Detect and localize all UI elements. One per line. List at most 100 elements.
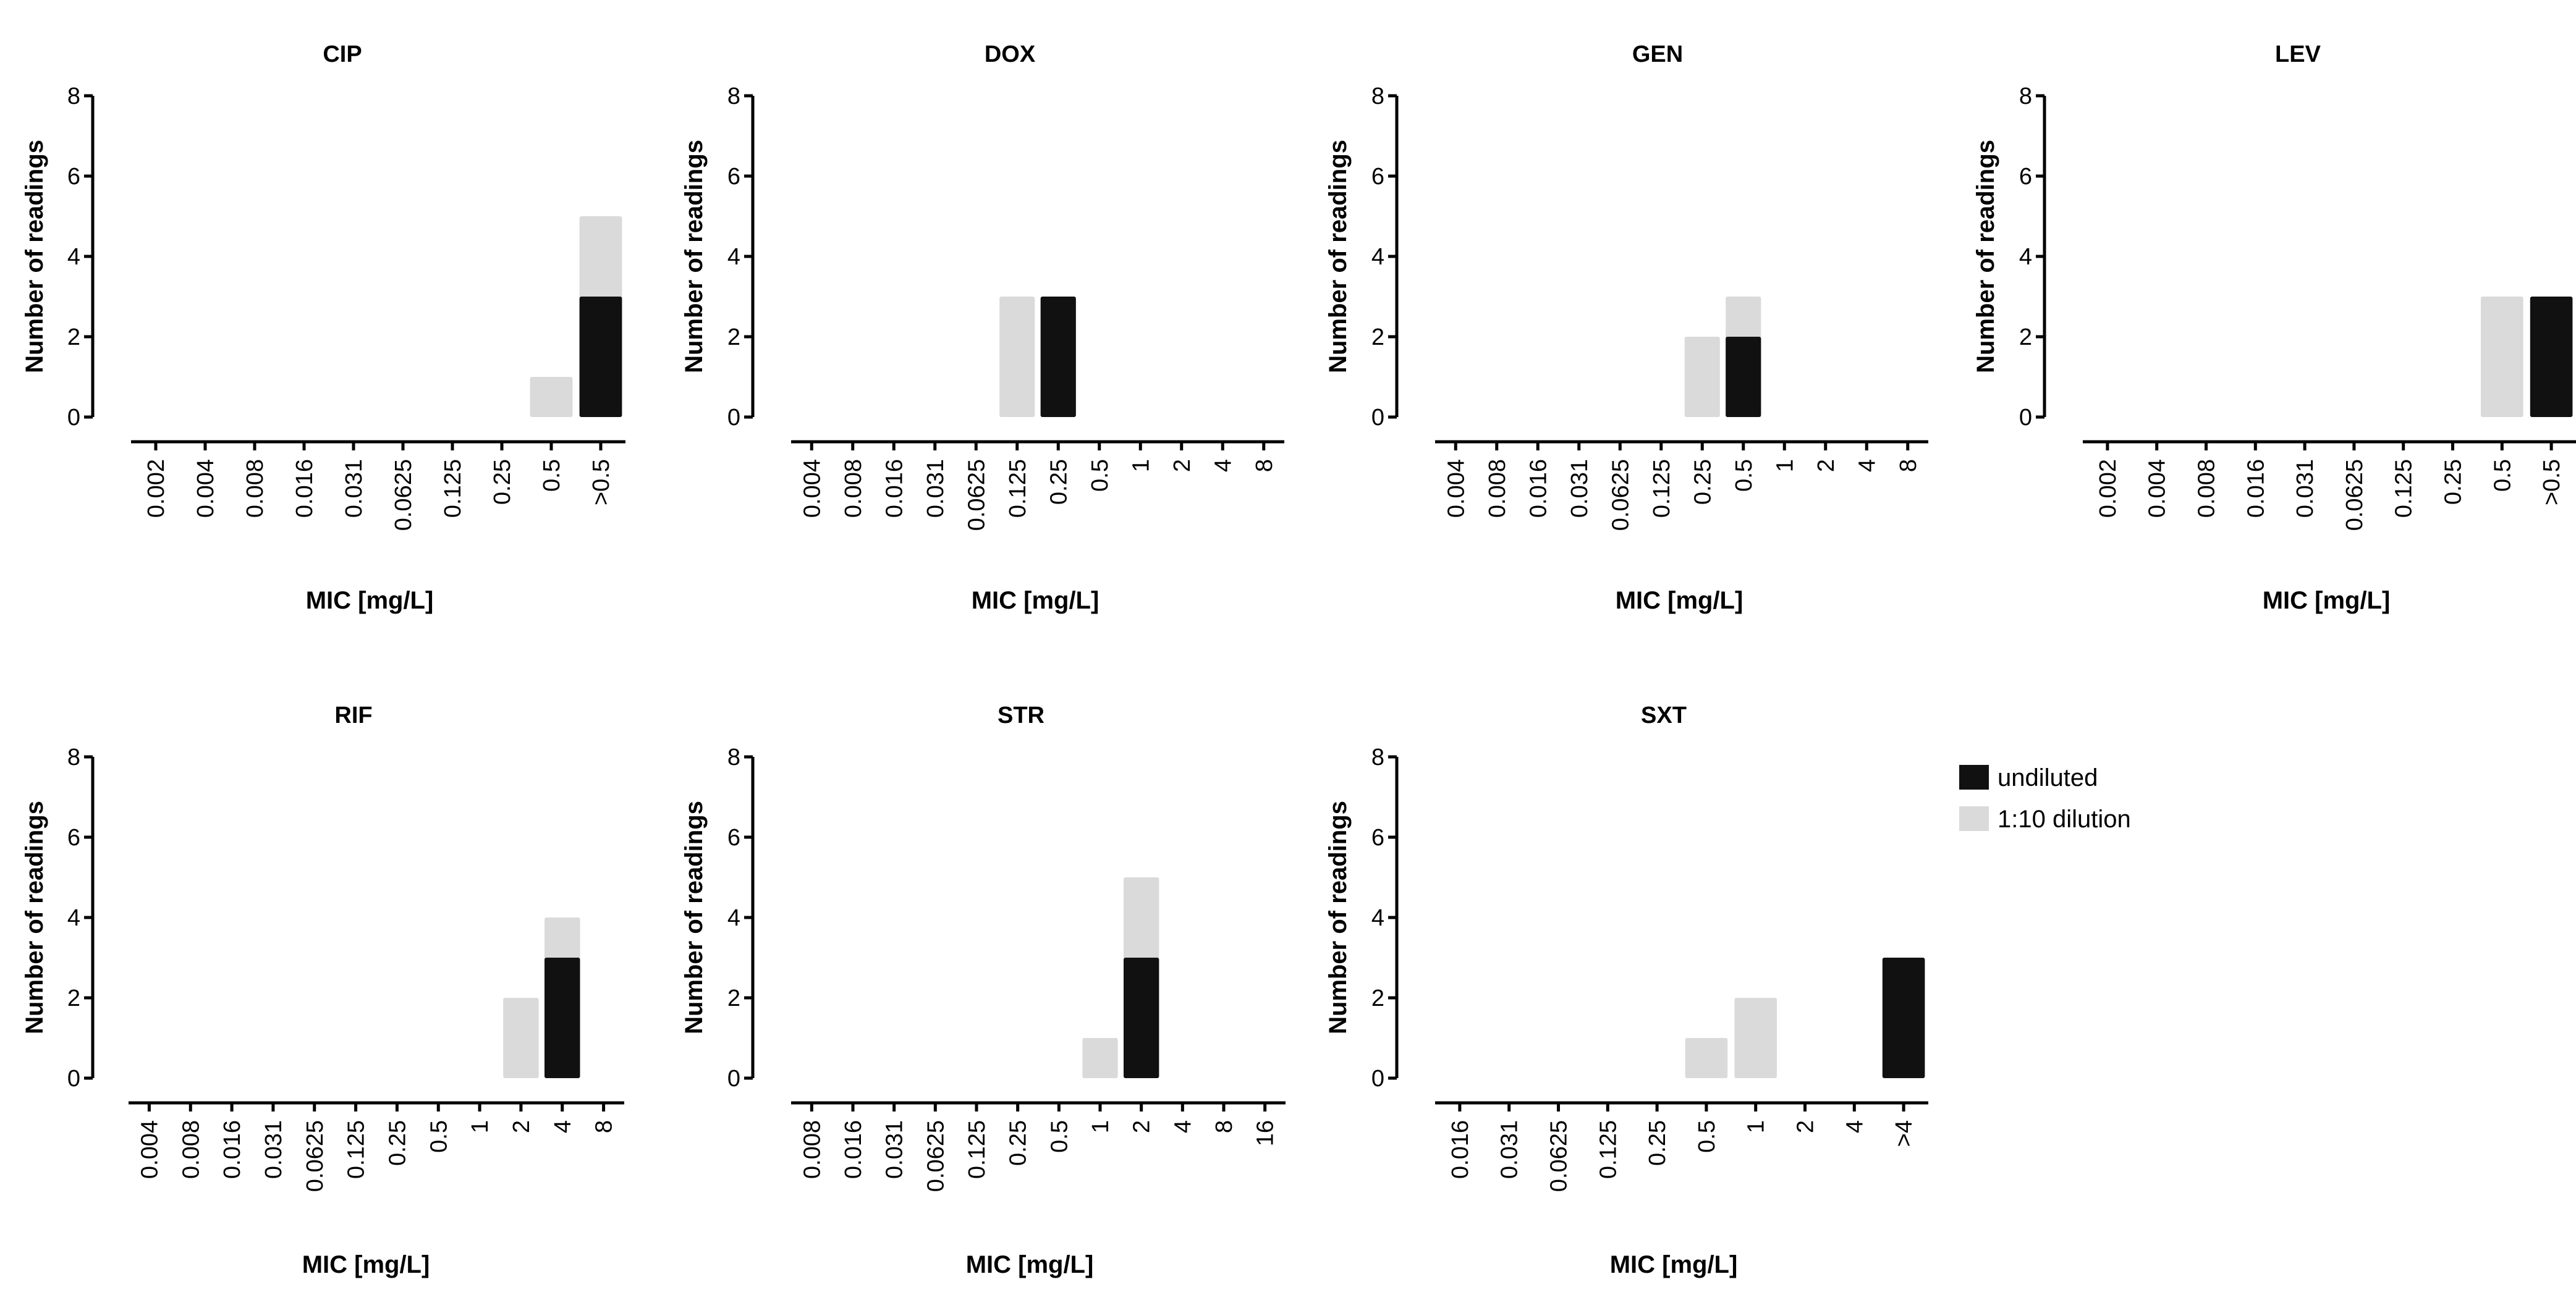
x-tick-label-rif: 0.125 xyxy=(344,1120,370,1179)
x-tick-label-dox: 4 xyxy=(1210,459,1236,472)
x-tick-label-dox: 1 xyxy=(1128,459,1154,472)
x-tick-label-rif: 1 xyxy=(467,1120,493,1133)
y-tick-label-lev: 0 xyxy=(2019,405,2032,431)
x-tick-label-gen: 0.008 xyxy=(1485,459,1510,518)
y-tick-label-sxt: 8 xyxy=(1371,745,1384,770)
y-tick-label-sxt: 0 xyxy=(1371,1066,1384,1092)
x-tick-label-gen: 0.25 xyxy=(1690,459,1716,505)
bar-undiluted-lev xyxy=(2530,297,2573,417)
legend: undiluted 1:10 dilution xyxy=(1959,764,2131,833)
y-tick-label-rif: 2 xyxy=(67,985,80,1011)
panel-dox: DOX 0 2 4 6 8 Number of readings 0.004 0.008 0.01… xyxy=(680,41,1284,614)
y-tick-label-lev: 6 xyxy=(2019,164,2032,190)
x-tick-label-dox: 0.125 xyxy=(1005,459,1031,518)
x-tick-label-dox: 0.008 xyxy=(841,459,866,518)
x-tick-label-lev: 0.016 xyxy=(2243,459,2269,518)
x-tick-label-gen: 0.0625 xyxy=(1608,459,1633,531)
x-axis-label-sxt: MIC [mg/L] xyxy=(1610,1251,1738,1278)
x-tick-label-dox: 0.031 xyxy=(923,459,949,518)
x-tick-label-lev: 0.008 xyxy=(2194,459,2220,518)
y-tick-label-rif: 4 xyxy=(67,905,80,931)
x-tick-label-gen: 0.004 xyxy=(1443,459,1469,518)
y-axis-label-cip: Number of readings xyxy=(21,140,48,373)
x-tick-label-gen: 2 xyxy=(1813,459,1839,472)
panel-title-sxt: SXT xyxy=(1641,702,1687,728)
y-tick-label-dox: 0 xyxy=(727,405,740,431)
panel-title-dox: DOX xyxy=(985,41,1036,67)
x-tick-label-cip: 0.002 xyxy=(143,459,169,518)
y-tick-label-cip: 2 xyxy=(67,324,80,350)
y-tick-label-gen: 2 xyxy=(1371,324,1384,350)
x-tick-label-lev: 0.002 xyxy=(2095,459,2121,518)
x-tick-label-sxt: 1 xyxy=(1743,1120,1769,1133)
x-tick-label-str: 0.031 xyxy=(882,1120,908,1179)
x-tick-label-rif: 0.008 xyxy=(178,1120,204,1179)
panel-rif: RIF 0 2 4 6 8 Number of readings 0.004 0.008 0.01… xyxy=(21,702,624,1278)
x-tick-label-cip: 0.25 xyxy=(489,459,515,505)
panel-title-cip: CIP xyxy=(323,41,362,67)
x-axis-label-cip: MIC [mg/L] xyxy=(306,587,434,614)
y-tick-label-cip: 0 xyxy=(67,405,80,431)
bar-dilution-rif xyxy=(503,998,539,1078)
bar-undiluted-gen xyxy=(1726,337,1761,417)
x-tick-label-str: 0.25 xyxy=(1006,1120,1032,1166)
x-tick-label-cip: 0.5 xyxy=(539,459,565,492)
bar-undiluted-dox xyxy=(1040,297,1076,417)
x-tick-label-str: 0.0625 xyxy=(923,1120,949,1192)
panel-sxt: SXT 0 2 4 6 8 Number of readings 0.016 0.031 0.06… xyxy=(1324,702,1928,1278)
x-tick-label-rif: 0.004 xyxy=(137,1120,163,1179)
y-tick-label-rif: 0 xyxy=(67,1066,80,1092)
x-tick-label-gen: 8 xyxy=(1896,459,1921,472)
panel-cip: CIP 0 2 4 6 8 Number of readings 0.002 0.004 0.00… xyxy=(21,41,625,614)
y-tick-label-gen: 0 xyxy=(1371,405,1384,431)
x-tick-label-rif: 0.031 xyxy=(261,1120,287,1179)
y-tick-label-str: 0 xyxy=(727,1066,740,1092)
y-tick-label-cip: 6 xyxy=(67,164,80,190)
x-tick-label-str: 0.008 xyxy=(799,1120,825,1179)
x-tick-label-rif: 2 xyxy=(509,1120,535,1133)
bar-dilution-lev xyxy=(2480,297,2523,417)
bar-undiluted-sxt xyxy=(1882,958,1925,1078)
x-axis-label-lev: MIC [mg/L] xyxy=(2263,587,2391,614)
y-axis-label-gen: Number of readings xyxy=(1324,140,1352,373)
x-tick-label-str: 2 xyxy=(1129,1120,1155,1133)
x-tick-label-lev: 0.004 xyxy=(2145,459,2171,518)
x-tick-label-rif: 4 xyxy=(550,1120,576,1133)
x-tick-label-gen: 4 xyxy=(1854,459,1880,472)
y-tick-label-sxt: 4 xyxy=(1371,905,1384,931)
y-tick-label-rif: 8 xyxy=(67,745,80,770)
x-tick-label-dox: 0.0625 xyxy=(964,459,989,531)
x-tick-label-dox: 0.004 xyxy=(799,459,825,518)
x-tick-label-dox: 0.016 xyxy=(881,459,907,518)
legend-swatch-undiluted xyxy=(1959,765,1989,790)
x-tick-label-dox: 8 xyxy=(1252,459,1277,472)
y-tick-label-str: 2 xyxy=(727,985,740,1011)
legend-label-dilution: 1:10 dilution xyxy=(1998,806,2131,833)
x-tick-label-gen: 1 xyxy=(1772,459,1798,472)
bar-dilution-sxt xyxy=(1685,1038,1728,1078)
x-tick-label-gen: 0.031 xyxy=(1567,459,1593,518)
panel-title-gen: GEN xyxy=(1632,41,1683,67)
x-tick-label-sxt: 0.0625 xyxy=(1546,1120,1572,1192)
x-tick-label-cip: >0.5 xyxy=(588,459,614,505)
x-tick-label-rif: 0.0625 xyxy=(302,1120,328,1192)
x-tick-label-sxt: 4 xyxy=(1842,1120,1868,1133)
bar-dilution-dox xyxy=(999,297,1035,417)
y-tick-label-str: 6 xyxy=(727,825,740,851)
panel-title-rif: RIF xyxy=(334,702,372,728)
x-tick-label-sxt: 0.031 xyxy=(1497,1120,1523,1179)
bar-undiluted-str xyxy=(1124,958,1159,1078)
x-tick-label-gen: 0.125 xyxy=(1649,459,1675,518)
x-tick-label-gen: 0.5 xyxy=(1731,459,1757,492)
y-tick-label-sxt: 6 xyxy=(1371,825,1384,851)
legend-swatch-dilution xyxy=(1959,806,1989,831)
x-tick-label-sxt: 0.5 xyxy=(1694,1120,1720,1153)
x-tick-label-dox: 2 xyxy=(1169,459,1195,472)
x-tick-label-str: 8 xyxy=(1211,1120,1237,1133)
x-tick-label-lev: 0.0625 xyxy=(2342,459,2368,531)
y-tick-label-lev: 8 xyxy=(2019,83,2032,109)
y-tick-label-gen: 4 xyxy=(1371,244,1384,270)
x-tick-label-sxt: 0.125 xyxy=(1595,1120,1621,1179)
